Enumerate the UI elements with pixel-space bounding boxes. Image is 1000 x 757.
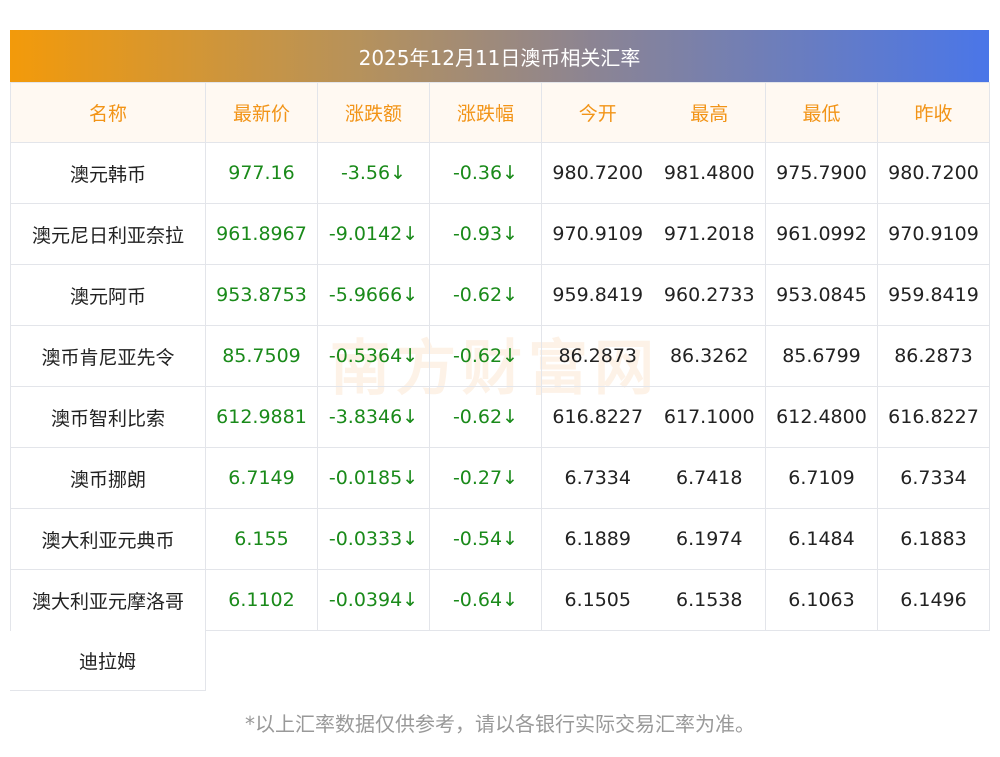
table-cell: 85.7509 xyxy=(205,325,318,387)
table-cell: 6.1102 xyxy=(205,569,318,631)
table-cell: -0.0333↓ xyxy=(317,508,430,570)
table-cell: 86.2873 xyxy=(877,325,990,387)
table-cell: -0.62↓ xyxy=(429,386,542,448)
rates-table: 名称 最新价 涨跌额 涨跌幅 今开 最高 最低 昨收 澳元韩币 977.16 -3.56↓ -0.3… xyxy=(10,82,990,631)
column-header: 最低 xyxy=(765,82,878,143)
table-cell: 6.1883 xyxy=(877,508,990,570)
currency-name: 澳币肯尼亚先令 xyxy=(10,325,206,387)
table-cell: 970.9109 xyxy=(877,203,990,265)
column-header: 今开 xyxy=(541,82,654,143)
table-cell: -3.8346↓ xyxy=(317,386,430,448)
table-cell: -0.0394↓ xyxy=(317,569,430,631)
column-header: 名称 xyxy=(10,82,206,143)
table-cell: 6.7334 xyxy=(877,447,990,509)
table-row: 澳元尼日利亚奈拉 961.8967 -9.0142↓ -0.93↓ 970.9109 97… xyxy=(10,203,990,265)
currency-name: 澳币挪朗 xyxy=(10,447,206,509)
table-cell: 970.9109 xyxy=(541,203,654,265)
table-cell: 617.1000 xyxy=(653,386,766,448)
column-header: 涨跌额 xyxy=(317,82,430,143)
column-header: 昨收 xyxy=(877,82,990,143)
table-row: 澳币挪朗 6.7149 -0.0185↓ -0.27↓ 6.7334 6.7418 6.71… xyxy=(10,447,990,509)
table-row: 澳大利亚元摩洛哥 6.1102 -0.0394↓ -0.64↓ 6.1505 6.1538… xyxy=(10,569,990,631)
currency-name: 澳大利亚元摩洛哥 xyxy=(10,569,206,631)
column-header: 最高 xyxy=(653,82,766,143)
table-cell: 86.2873 xyxy=(541,325,654,387)
table-row: 澳币智利比索 612.9881 -3.8346↓ -0.62↓ 616.8227 617.… xyxy=(10,386,990,448)
column-header: 最新价 xyxy=(205,82,318,143)
table-row: 澳元韩币 977.16 -3.56↓ -0.36↓ 980.7200 981.4800 97… xyxy=(10,142,990,204)
table-cell: 959.8419 xyxy=(877,264,990,326)
table-cell: -5.9666↓ xyxy=(317,264,430,326)
table-cell: 981.4800 xyxy=(653,142,766,204)
table-cell: 6.1484 xyxy=(765,508,878,570)
table-cell: -0.93↓ xyxy=(429,203,542,265)
table-cell: 6.7109 xyxy=(765,447,878,509)
table-cell: 6.7418 xyxy=(653,447,766,509)
table-cell: 960.2733 xyxy=(653,264,766,326)
table-cell: -0.62↓ xyxy=(429,264,542,326)
table-cell: 975.7900 xyxy=(765,142,878,204)
table-cell: 6.1538 xyxy=(653,569,766,631)
table-cell: -3.56↓ xyxy=(317,142,430,204)
currency-name: 澳元阿币 xyxy=(10,264,206,326)
table-cell: 6.7149 xyxy=(205,447,318,509)
table-row: 澳元阿币 953.8753 -5.9666↓ -0.62↓ 959.8419 960.27… xyxy=(10,264,990,326)
column-header: 涨跌幅 xyxy=(429,82,542,143)
table-title: 2025年12月11日澳币相关汇率 xyxy=(10,30,989,82)
table-cell: 6.1974 xyxy=(653,508,766,570)
table-cell: 6.7334 xyxy=(541,447,654,509)
table-cell: 616.8227 xyxy=(541,386,654,448)
table-cell: 977.16 xyxy=(205,142,318,204)
table-cell: 959.8419 xyxy=(541,264,654,326)
table-row: 澳币肯尼亚先令 85.7509 -0.5364↓ -0.62↓ 86.2873 86.32… xyxy=(10,325,990,387)
table-cell: 980.7200 xyxy=(541,142,654,204)
table-cell: 961.8967 xyxy=(205,203,318,265)
currency-name: 澳大利亚元典币 xyxy=(10,508,206,570)
disclaimer: *以上汇率数据仅供参考，请以各银行实际交易汇率为准。 xyxy=(245,712,755,736)
table-cell: 6.1063 xyxy=(765,569,878,631)
currency-name: 澳元尼日利亚奈拉 xyxy=(10,203,206,265)
table-cell: 980.7200 xyxy=(877,142,990,204)
currency-name: 澳元韩币 xyxy=(10,142,206,204)
table-cell: 953.0845 xyxy=(765,264,878,326)
table-cell: 612.4800 xyxy=(765,386,878,448)
table-cell: 971.2018 xyxy=(653,203,766,265)
table-cell: -0.54↓ xyxy=(429,508,542,570)
currency-name: 澳币智利比索 xyxy=(10,386,206,448)
table-cell: -0.27↓ xyxy=(429,447,542,509)
table-cell: 86.3262 xyxy=(653,325,766,387)
table-cell: -0.36↓ xyxy=(429,142,542,204)
table-cell: 612.9881 xyxy=(205,386,318,448)
table-cell: 6.1496 xyxy=(877,569,990,631)
table-cell: -0.5364↓ xyxy=(317,325,430,387)
table-cell: 616.8227 xyxy=(877,386,990,448)
name-overflow: 迪拉姆 xyxy=(10,631,206,691)
table-cell: -0.62↓ xyxy=(429,325,542,387)
table-cell: 6.155 xyxy=(205,508,318,570)
table-cell: 953.8753 xyxy=(205,264,318,326)
table-cell: -0.0185↓ xyxy=(317,447,430,509)
table-cell: 6.1505 xyxy=(541,569,654,631)
table-cell: -9.0142↓ xyxy=(317,203,430,265)
table-cell: 6.1889 xyxy=(541,508,654,570)
table-cell: 85.6799 xyxy=(765,325,878,387)
table-cell: -0.64↓ xyxy=(429,569,542,631)
table-cell: 961.0992 xyxy=(765,203,878,265)
table-row: 澳大利亚元典币 6.155 -0.0333↓ -0.54↓ 6.1889 6.1974 6.… xyxy=(10,508,990,570)
